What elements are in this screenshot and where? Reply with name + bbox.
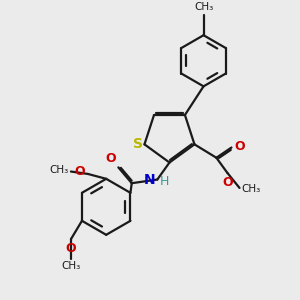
Text: N: N bbox=[144, 172, 155, 187]
Text: CH₃: CH₃ bbox=[242, 184, 261, 194]
Text: CH₃: CH₃ bbox=[50, 165, 69, 175]
Text: H: H bbox=[160, 175, 170, 188]
Text: S: S bbox=[133, 137, 143, 152]
Text: CH₃: CH₃ bbox=[194, 2, 213, 12]
Text: O: O bbox=[223, 176, 233, 189]
Text: O: O bbox=[234, 140, 244, 153]
Text: CH₃: CH₃ bbox=[61, 262, 81, 272]
Text: O: O bbox=[74, 165, 85, 178]
Text: O: O bbox=[66, 242, 76, 255]
Text: O: O bbox=[106, 152, 116, 165]
